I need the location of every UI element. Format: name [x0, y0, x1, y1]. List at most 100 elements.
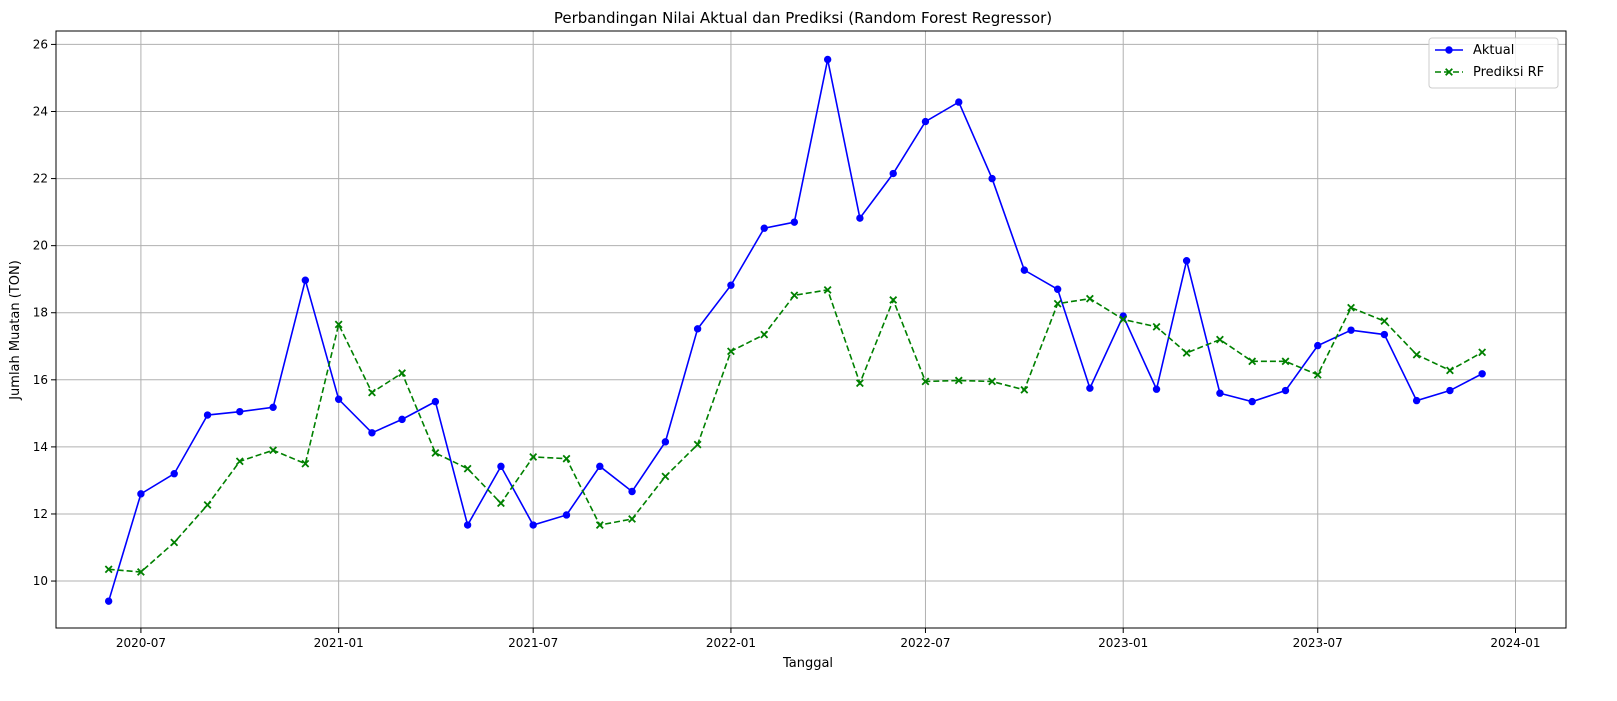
- data-point-aktual: [562, 511, 571, 519]
- y-tick-label: 14: [33, 440, 48, 454]
- data-point-prediksi-rf: [562, 454, 571, 463]
- grid: [56, 31, 1566, 628]
- data-point-prediksi-rf: [726, 347, 735, 356]
- data-point-aktual: [529, 521, 537, 529]
- y-tick-label: 18: [33, 306, 48, 320]
- data-point-prediksi-rf: [334, 320, 343, 329]
- x-tick-label: 2022-01: [706, 636, 756, 650]
- data-point-aktual: [497, 462, 505, 471]
- data-point-prediksi-rf: [398, 369, 407, 378]
- x-tick-label: 2022-07: [900, 636, 950, 650]
- data-point-aktual: [1281, 386, 1290, 395]
- data-point-prediksi-rf: [431, 448, 440, 457]
- data-point-prediksi-rf: [368, 388, 376, 397]
- data-point-prediksi-rf: [136, 568, 145, 576]
- data-point-prediksi-rf: [790, 291, 799, 300]
- data-point-aktual: [1086, 384, 1094, 392]
- data-point-aktual: [1478, 370, 1486, 378]
- data-point-prediksi-rf: [954, 376, 963, 385]
- data-point-prediksi-rf: [855, 379, 864, 388]
- data-point-prediksi-rf: [1380, 317, 1389, 326]
- data-point-prediksi-rf: [1020, 385, 1029, 394]
- data-point-aktual: [693, 325, 702, 333]
- data-point-aktual: [1347, 326, 1355, 334]
- legend-label-aktual: Aktual: [1473, 43, 1514, 58]
- x-tick-label: 2023-07: [1293, 636, 1343, 650]
- data-point-prediksi-rf: [1053, 299, 1062, 308]
- legend-label-prediksi-rf: Prediksi RF: [1473, 65, 1544, 80]
- data-point-prediksi-rf: [1182, 349, 1191, 357]
- x-tick-label: 2024-01: [1490, 636, 1540, 650]
- data-point-prediksi-rf: [170, 538, 179, 547]
- legend-marker-prediksi-rf: [1445, 68, 1453, 76]
- data-point-aktual: [269, 403, 277, 412]
- data-point-prediksi-rf: [889, 296, 898, 304]
- data-point-prediksi-rf: [1313, 370, 1322, 379]
- data-point-aktual: [1248, 397, 1256, 406]
- legend-marker-aktual: [1445, 46, 1453, 54]
- series-aktual: [104, 55, 1486, 605]
- y-axis: 10 12 14 16 18 20 22 24 26: [33, 37, 56, 588]
- data-point-aktual: [203, 411, 212, 419]
- data-point-aktual: [431, 397, 440, 406]
- data-point-prediksi-rf: [1085, 294, 1094, 303]
- x-axis: 2020-07 2021-01 2021-07 2022-01 2022-07 2023-…: [116, 628, 1541, 650]
- y-tick-label: 22: [33, 172, 48, 186]
- y-tick-label: 12: [33, 507, 48, 521]
- data-point-aktual: [1446, 386, 1454, 395]
- data-point-prediksi-rf: [497, 499, 505, 508]
- data-point-prediksi-rf: [1478, 348, 1487, 357]
- data-point-prediksi-rf: [104, 565, 113, 574]
- data-point-prediksi-rf: [1248, 357, 1257, 366]
- data-point-aktual: [823, 55, 832, 64]
- y-tick-label: 26: [33, 37, 48, 51]
- data-point-aktual: [137, 490, 145, 498]
- data-point-prediksi-rf: [1412, 350, 1421, 359]
- data-point-prediksi-rf: [269, 446, 278, 455]
- data-point-prediksi-rf: [1281, 357, 1290, 366]
- data-point-aktual: [334, 395, 343, 403]
- data-point-aktual: [1152, 385, 1161, 393]
- data-point-aktual: [628, 487, 636, 496]
- data-point-aktual: [596, 462, 604, 471]
- y-tick-label: 24: [33, 104, 48, 118]
- data-point-aktual: [301, 276, 310, 284]
- data-point-aktual: [1020, 266, 1029, 274]
- data-point-aktual: [790, 218, 799, 226]
- data-point-prediksi-rf: [203, 500, 212, 509]
- legend: Aktual Prediksi RF: [1428, 37, 1559, 89]
- data-point-aktual: [170, 470, 178, 478]
- data-point-prediksi-rf: [1347, 303, 1355, 312]
- series-prediksi-rf: [104, 285, 1487, 576]
- data-point-prediksi-rf: [628, 515, 636, 523]
- data-point-prediksi-rf: [235, 457, 244, 466]
- x-tick-label: 2023-01: [1098, 636, 1148, 650]
- x-tick-label: 2020-07: [116, 636, 166, 650]
- y-tick-label: 10: [33, 574, 48, 588]
- data-point-aktual: [1216, 389, 1224, 397]
- data-point-aktual: [727, 281, 735, 289]
- data-point-aktual: [463, 521, 472, 529]
- data-point-prediksi-rf: [529, 453, 538, 461]
- series-layer: [104, 55, 1487, 605]
- data-point-aktual: [1380, 330, 1389, 339]
- data-point-prediksi-rf: [921, 377, 930, 386]
- data-point-prediksi-rf: [1216, 335, 1224, 344]
- data-point-prediksi-rf: [988, 377, 997, 386]
- data-point-aktual: [760, 224, 768, 232]
- data-point-aktual: [921, 117, 930, 126]
- data-point-prediksi-rf: [693, 440, 702, 449]
- data-point-prediksi-rf: [301, 459, 310, 468]
- x-tick-label: 2021-01: [314, 636, 364, 650]
- data-point-prediksi-rf: [595, 521, 604, 529]
- data-point-prediksi-rf: [463, 464, 472, 473]
- data-point-aktual: [1053, 285, 1062, 293]
- chart-title: Perbandingan Nilai Aktual dan Prediksi (…: [554, 9, 1052, 27]
- data-point-prediksi-rf: [661, 472, 670, 481]
- data-point-prediksi-rf: [760, 330, 769, 339]
- data-point-prediksi-rf: [1119, 315, 1128, 324]
- y-axis-label: Jumlah Muatan (TON): [8, 260, 23, 401]
- data-point-aktual: [1412, 396, 1421, 405]
